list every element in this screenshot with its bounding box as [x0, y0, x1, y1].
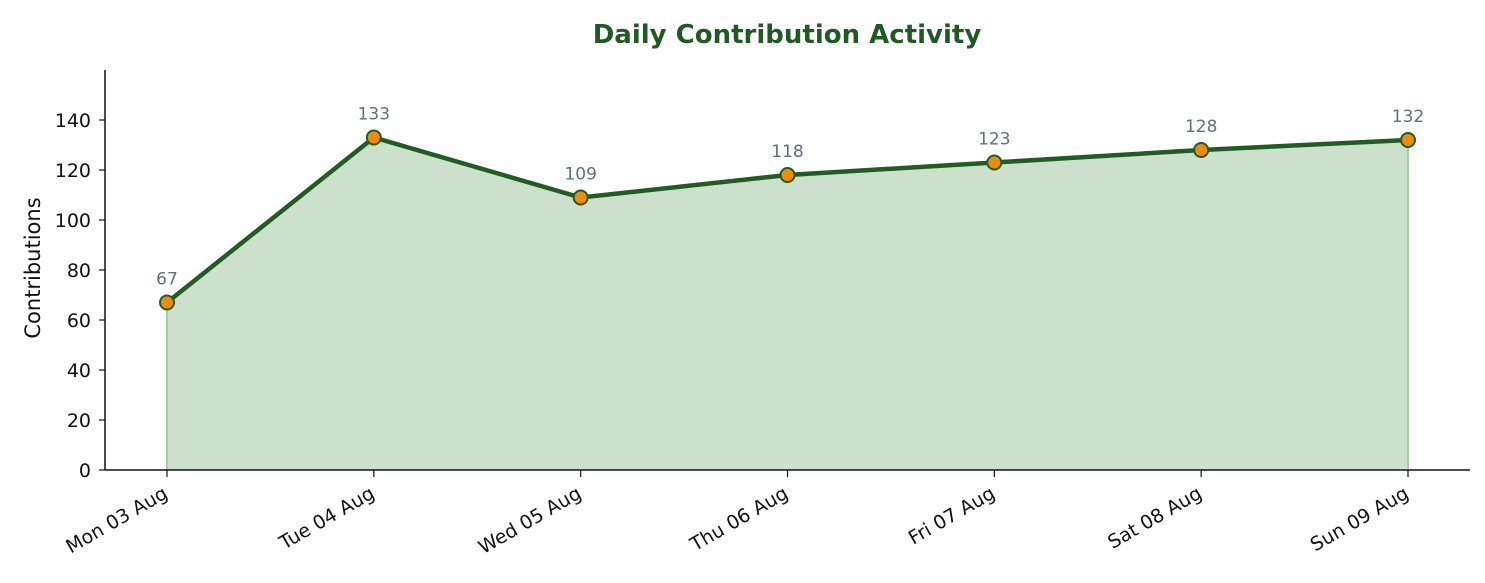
data-point — [779, 167, 796, 183]
data-label: 109 — [564, 165, 596, 185]
y-tick-label: 80 — [67, 260, 91, 282]
y-tick-label: 20 — [67, 410, 91, 432]
x-tick-label: Mon 03 Aug — [62, 482, 171, 558]
data-point — [1193, 142, 1210, 158]
x-tick-label: Tue 04 Aug — [275, 482, 379, 554]
data-label: 133 — [358, 105, 390, 125]
x-tick-label: Wed 05 Aug — [475, 482, 585, 558]
data-point — [572, 189, 589, 206]
data-label: 67 — [156, 270, 178, 290]
data-label: 118 — [771, 142, 803, 162]
chart-title: Daily Contribution Activity — [593, 20, 982, 50]
y-tick-label: 140 — [55, 110, 91, 132]
y-tick-label: 40 — [67, 360, 91, 382]
data-point — [365, 129, 382, 146]
y-tick-label: 60 — [67, 310, 91, 332]
x-tick-label: Sun 09 Aug — [1307, 482, 1413, 556]
y-tick-label: 0 — [79, 460, 91, 482]
x-tick-label: Fri 07 Aug — [905, 482, 999, 549]
data-label: 132 — [1392, 107, 1424, 127]
area-layer — [166, 137, 1409, 470]
data-point — [986, 154, 1003, 171]
markers — [159, 129, 1416, 311]
y-tick-label: 120 — [55, 160, 91, 182]
data-point — [159, 294, 175, 311]
y-axis-title: Contributions — [21, 197, 45, 338]
area-fill — [167, 137, 1408, 470]
x-tick-label: Sat 08 Aug — [1104, 482, 1206, 553]
y-tick-label: 100 — [55, 210, 91, 232]
data-label: 123 — [978, 130, 1010, 150]
data-labels: 67 133 109 118 123 128 132 — [156, 105, 1424, 290]
data-label: 128 — [1185, 117, 1217, 137]
data-point — [1400, 132, 1416, 148]
x-tick-label: Thu 06 Aug — [686, 482, 792, 556]
